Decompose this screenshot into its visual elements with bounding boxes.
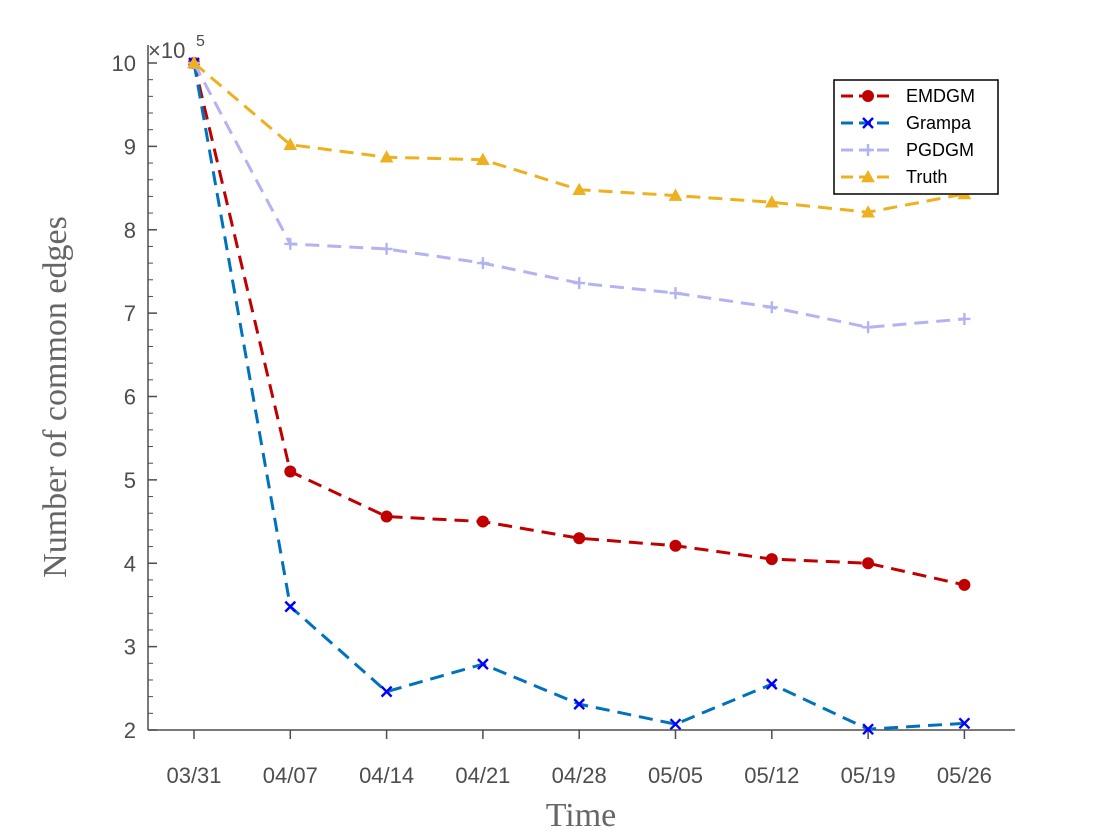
y-tick-label: 7 [124,301,136,326]
series-grampa-marker [284,600,297,613]
series-truth-marker [668,188,683,201]
series-emdgm-marker [862,557,875,570]
legend-box [833,79,999,195]
series-truth-marker [187,55,201,69]
legend-label-emdgm: EMDGM [906,86,975,106]
y-tick-label: 8 [124,218,136,243]
x-ticks: 03/31 04/07 04/14 04/21 04/28 05/05 05/12 05/19… [166,730,992,788]
legend-emdgm-marker [862,90,874,102]
series-grampa-marker [477,658,489,670]
x-tick-label: 05/19 [841,763,896,788]
series-emdgm-marker [765,553,778,566]
series-layer [187,55,972,736]
series-emdgm-marker [476,515,489,528]
x-tick-label: 04/28 [552,763,607,788]
legend-entry-truth: Truth [841,167,947,187]
y-tick-label: 5 [124,468,136,493]
legend-entry-emdgm: EMDGM [841,86,975,106]
series-pgdgm-marker [476,257,489,270]
y-tick-label: 10 [112,51,136,76]
x-tick-label: 04/21 [455,763,510,788]
x-axis-title: Time [546,797,617,834]
series-emdgm-marker [669,539,682,552]
series-line-emdgm [192,62,965,587]
x-tick-label: 05/05 [648,763,703,788]
x-tick-label: 03/31 [166,763,221,788]
series-pgdgm-marker [669,287,682,300]
y-scale-label: ×10 [148,38,185,63]
series-emdgm-marker [380,510,393,523]
series-pgdgm-marker [862,321,875,334]
series-pgdgm-marker [958,312,971,325]
legend-entry-pgdgm: PGDGM [841,140,974,160]
series-grampa [188,57,971,736]
series-emdgm [188,57,971,591]
series-pgdgm-marker [284,237,297,250]
series-pgdgm-marker [573,277,586,290]
legend-label-pgdgm: PGDGM [906,140,974,160]
legend-truth-marker [861,169,875,183]
legend-label-truth: Truth [906,167,947,187]
series-emdgm-marker [958,578,971,591]
legend-pgdgm-marker [862,144,874,156]
series-emdgm-marker [284,465,297,478]
y-tick-label: 4 [124,551,136,576]
series-grampa-marker [669,718,682,731]
series-truth-marker [861,205,875,218]
y-tick-label: 2 [124,718,136,743]
x-tick-label: 04/14 [359,763,414,788]
series-truth-marker [476,152,490,166]
y-ticks: 2 3 4 5 6 7 8 9 10 [112,51,157,743]
legend-grampa-marker [862,117,874,129]
y-axis-title: Number of common edges [37,216,74,578]
series-pgdgm-marker [765,301,778,314]
series-truth [187,55,972,218]
x-tick-label: 05/12 [744,763,799,788]
y-tick-label: 6 [124,385,136,410]
y-scale-exponent: 5 [196,33,205,50]
legend: EMDGM Grampa PGDGM Truth [833,79,999,195]
x-tick-label: 05/26 [937,763,992,788]
series-truth-marker [572,182,587,196]
series-pgdgm-marker [380,242,393,255]
series-truth-marker [764,195,779,208]
series-grampa-marker [573,698,586,711]
series-grampa-marker [380,685,393,698]
series-truth-marker [283,137,298,151]
series-grampa-marker [765,678,778,690]
series-grampa-marker [862,723,874,736]
y-tick-label: 9 [124,134,136,159]
legend-entry-grampa: Grampa [841,113,972,133]
series-truth-marker [379,150,394,163]
series-grampa-marker [958,717,971,730]
legend-label-grampa: Grampa [906,113,972,133]
series-emdgm-marker [573,532,586,545]
x-tick-label: 04/07 [263,763,318,788]
y-tick-label: 3 [124,635,136,660]
